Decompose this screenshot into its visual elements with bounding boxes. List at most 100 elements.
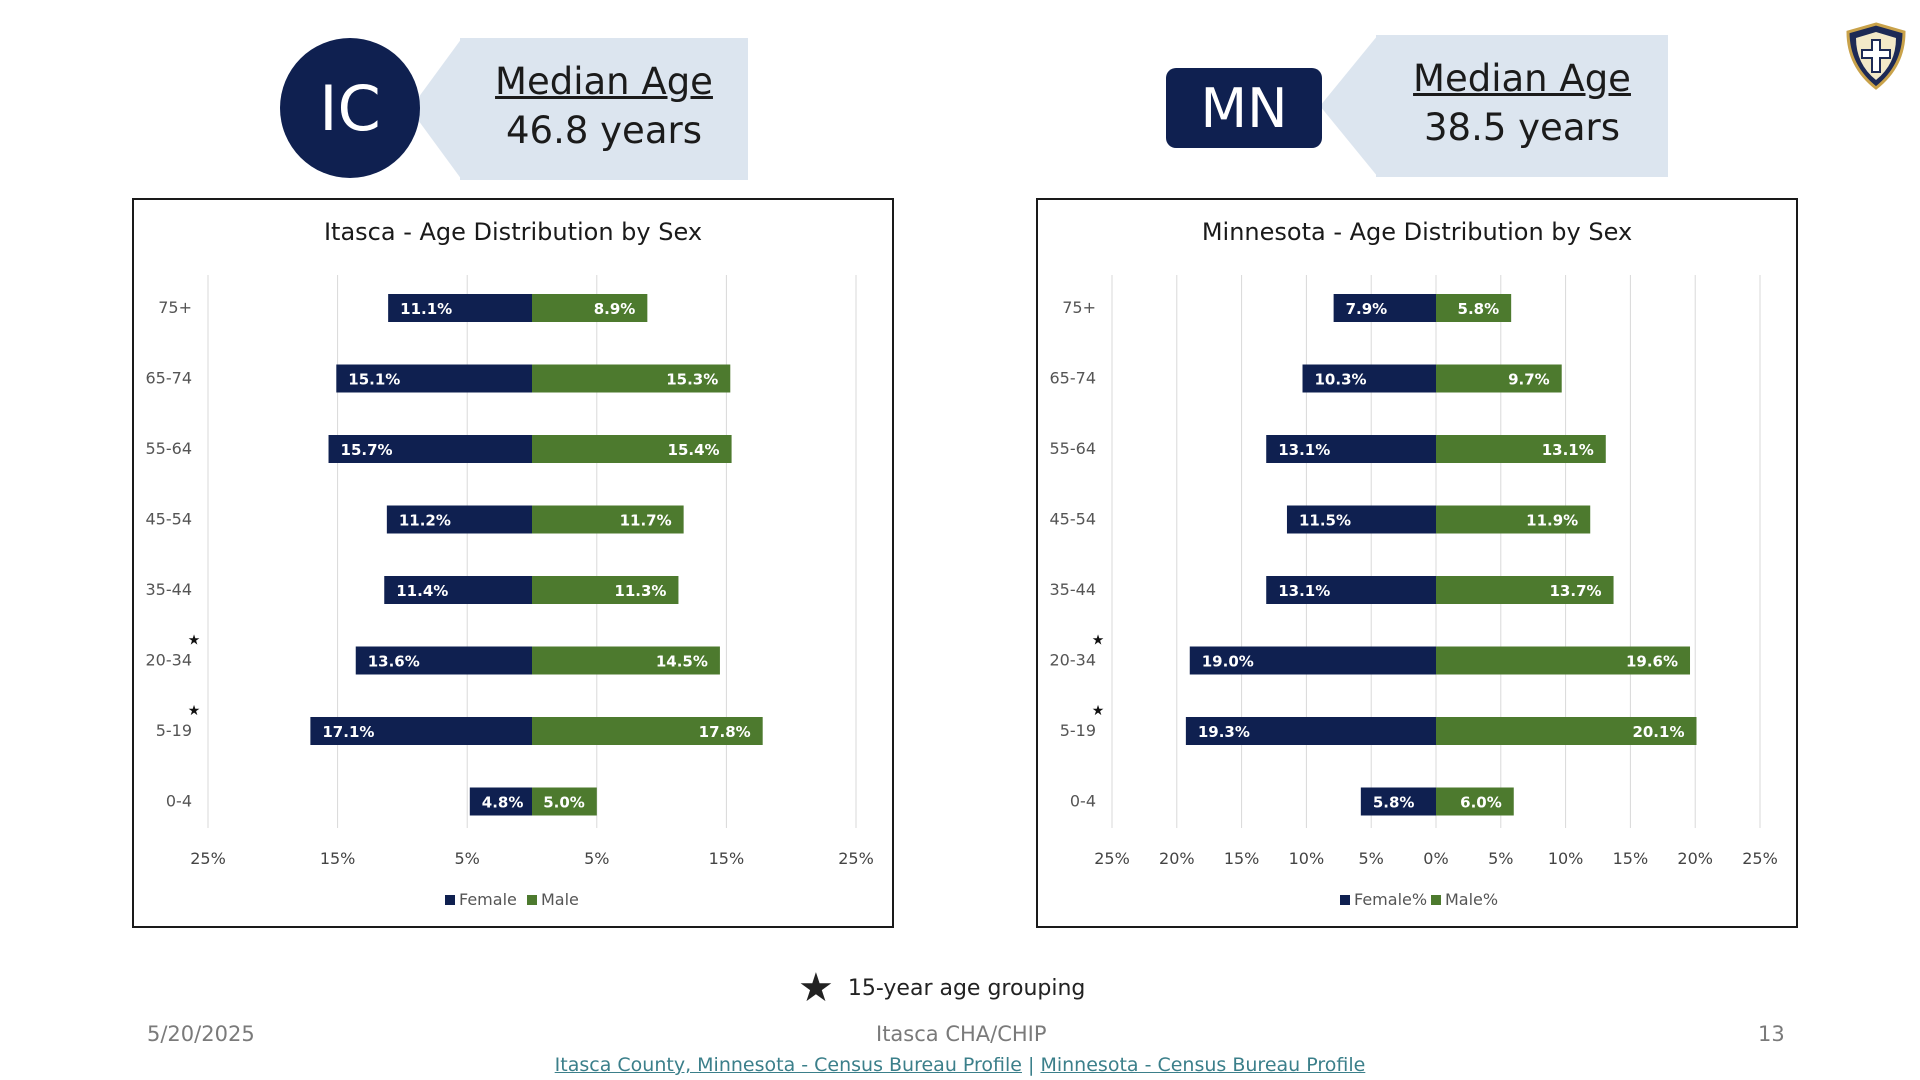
y-category-label: 0-4 [166, 792, 192, 811]
shield-cross-icon [1846, 22, 1906, 90]
x-tick-label: 15% [1224, 849, 1260, 868]
y-category-label: 20-34 [146, 651, 193, 670]
male-bar-label: 5.8% [1458, 300, 1500, 318]
footnote-text: 15-year age grouping [847, 975, 1086, 1001]
male-bar [532, 787, 597, 816]
female-bar-label: 4.8% [482, 794, 524, 812]
male-bar [1436, 787, 1514, 816]
minnesota-badge-text: MN [1200, 76, 1288, 140]
itasca-badge: IC [280, 38, 420, 178]
x-tick-label: 20% [1677, 849, 1713, 868]
male-bar [532, 294, 648, 322]
x-tick-label: 25% [1742, 849, 1778, 868]
median-age-label: Median Age [1413, 57, 1631, 100]
legend-male-swatch [1431, 895, 1441, 905]
male-bar [532, 717, 763, 745]
chart-title: Itasca - Age Distribution by Sex [324, 218, 702, 246]
female-bar-label: 13.1% [1278, 582, 1330, 600]
y-category-label: 55-64 [1050, 439, 1097, 458]
female-bar [328, 435, 532, 463]
female-bar [1302, 364, 1436, 393]
female-bar [388, 294, 532, 322]
y-category-label: 75+ [1062, 298, 1096, 317]
star-icon: ★ [798, 965, 834, 1011]
male-bar [1436, 646, 1691, 675]
legend-female-swatch [445, 895, 455, 905]
male-bar [532, 646, 720, 675]
female-bar [1286, 505, 1436, 534]
legend-male-swatch [527, 895, 537, 905]
female-bar [336, 364, 532, 393]
y-category-label: 5-19 [156, 721, 192, 740]
female-bar-label: 17.1% [322, 723, 374, 741]
y-category-label: 5-19 [1060, 721, 1096, 740]
star-marker: ★ [1092, 703, 1105, 719]
y-category-label: 0-4 [1070, 792, 1096, 811]
legend-female-label: Female% [1354, 890, 1427, 909]
x-tick-label: 10% [1289, 849, 1325, 868]
footer-date: 5/20/2025 [147, 1022, 255, 1046]
minnesota-age-chart: Minnesota - Age Distribution by Sex 25% 20… [1050, 218, 1778, 909]
chart-title: Minnesota - Age Distribution by Sex [1202, 218, 1632, 246]
minnesota-badge: MN [1166, 68, 1322, 148]
x-tick-label: 25% [838, 849, 874, 868]
y-category-label: 55-64 [146, 439, 193, 458]
x-tick-label: 15% [709, 849, 745, 868]
itasca-median-age-callout: Median Age 46.8 years [460, 38, 748, 180]
y-category-label: 45-54 [146, 510, 193, 529]
male-bar-label: 11.3% [614, 582, 666, 600]
x-tick-label: 10% [1548, 849, 1584, 868]
female-bar [384, 576, 532, 604]
y-category-label: 35-44 [146, 580, 193, 599]
female-bar [1333, 294, 1436, 322]
female-bar-label: 7.9% [1346, 300, 1388, 318]
itasca-age-chart: Itasca - Age Distribution by Sex 25% 15% 5%… [146, 218, 874, 909]
x-tick-label: 5% [584, 849, 609, 868]
male-bar-label: 14.5% [656, 653, 708, 671]
x-tick-label: 25% [190, 849, 226, 868]
source-links: Itasca County, Minnesota - Census Bureau… [0, 1054, 1920, 1076]
legend-female-swatch [1340, 895, 1350, 905]
male-bar-label: 15.4% [668, 441, 720, 459]
female-bar-label: 19.0% [1202, 653, 1254, 671]
legend-male-label: Male% [1445, 890, 1498, 909]
x-tick-label: 0% [1423, 849, 1448, 868]
y-category-label: 75+ [158, 298, 192, 317]
male-bar-label: 11.9% [1526, 512, 1578, 530]
median-age-value: 46.8 years [506, 109, 702, 152]
female-bar [1266, 435, 1436, 463]
male-bar [532, 435, 732, 463]
male-bar-label: 13.7% [1550, 582, 1602, 600]
female-bar-label: 5.8% [1373, 794, 1415, 812]
footnote: ★ 15-year age grouping [798, 968, 1085, 1008]
star-marker: ★ [188, 703, 201, 719]
star-marker: ★ [188, 633, 201, 649]
female-bar-label: 13.1% [1278, 441, 1330, 459]
male-bar-label: 15.3% [666, 371, 718, 389]
itasca-census-link[interactable]: Itasca County, Minnesota - Census Bureau… [554, 1054, 1022, 1076]
female-bar [1189, 646, 1436, 675]
female-bar-label: 10.3% [1315, 371, 1367, 389]
female-bar-label: 11.1% [400, 300, 452, 318]
y-category-label: 65-74 [146, 369, 193, 388]
footer-title: Itasca CHA/CHIP [876, 1022, 1047, 1046]
male-bar-label: 20.1% [1632, 723, 1684, 741]
x-tick-label: 25% [1094, 849, 1130, 868]
x-tick-label: 15% [1613, 849, 1649, 868]
median-age-value: 38.5 years [1424, 106, 1620, 149]
male-bar [532, 364, 731, 393]
page-number: 13 [1758, 1022, 1785, 1046]
female-bar-label: 19.3% [1198, 723, 1250, 741]
female-bar-label: 13.6% [368, 653, 420, 671]
male-bar-label: 9.7% [1508, 371, 1550, 389]
itasca-badge-text: IC [319, 71, 381, 145]
male-bar-label: 11.7% [620, 512, 672, 530]
link-separator: | [1021, 1054, 1041, 1076]
male-bar-label: 13.1% [1542, 441, 1594, 459]
male-bar [532, 576, 679, 604]
minnesota-census-link[interactable]: Minnesota - Census Bureau Profile [1040, 1054, 1366, 1076]
x-tick-label: 20% [1159, 849, 1195, 868]
y-category-label: 45-54 [1050, 510, 1097, 529]
x-tick-label: 5% [1359, 849, 1384, 868]
legend-female-label: Female [459, 890, 517, 909]
